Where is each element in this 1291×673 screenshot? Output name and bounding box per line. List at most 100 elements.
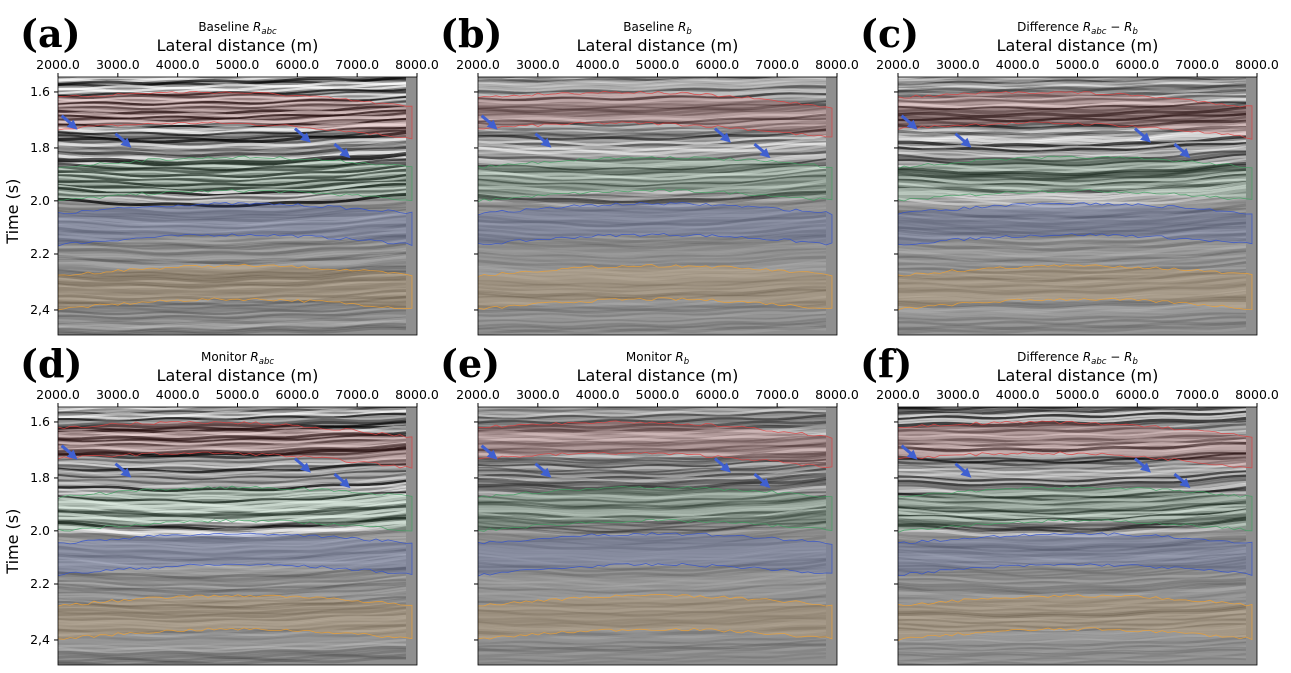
arrow-head (960, 467, 972, 478)
arrow-head (486, 119, 498, 130)
x-tick-label: 3000.0 (96, 57, 140, 72)
horizon-band (58, 421, 413, 469)
y-axis-label: Time (s) (3, 179, 22, 245)
x-tick-label: 7000.0 (335, 57, 379, 72)
horizon-band (58, 90, 413, 140)
image-frame (57, 76, 418, 336)
arrow-head (759, 148, 771, 159)
seismic-image (478, 407, 837, 665)
title-part: − (1106, 350, 1124, 364)
horizon-band (58, 201, 413, 247)
arrow-head (339, 478, 351, 489)
panel-letter: (d) (20, 341, 83, 386)
arrow-head (719, 132, 731, 143)
title-part: Monitor (626, 350, 675, 364)
x-tick-label: 5000.0 (216, 57, 260, 72)
horizon-band (58, 532, 413, 577)
arrow-head (339, 148, 351, 159)
arrow-head (540, 137, 552, 148)
x-tick-label: 7000.0 (1175, 57, 1219, 72)
x-tick-label: 4000.0 (996, 387, 1040, 402)
horizon-band (898, 594, 1253, 642)
y-tick-label: 1.8 (30, 470, 50, 485)
panel-title: Difference Rabc − Rb (1017, 20, 1138, 37)
x-axis-label: Lateral distance (m) (997, 366, 1159, 385)
seismic-image (478, 77, 837, 335)
arrow-head (299, 132, 311, 143)
seismic-image (898, 77, 1257, 335)
panel-title: Baseline Rabc (198, 20, 277, 37)
arrow-head (1139, 132, 1151, 143)
title-part: b (684, 357, 689, 367)
title-part: abc (1091, 357, 1107, 367)
image-frame (477, 76, 838, 336)
title-part: R (675, 350, 683, 364)
title-part: b (1132, 27, 1137, 37)
arrow-head (1179, 148, 1191, 159)
x-tick-label: 6000.0 (695, 387, 739, 402)
x-tick-label: 5000.0 (1056, 387, 1100, 402)
x-tick-label: 7000.0 (755, 57, 799, 72)
arrow-head (66, 119, 78, 130)
x-axis-label: Lateral distance (m) (157, 36, 319, 55)
x-tick-label: 3000.0 (936, 387, 980, 402)
title-part: Difference (1017, 350, 1083, 364)
title-part: R (1124, 350, 1132, 364)
x-tick-label: 7000.0 (755, 387, 799, 402)
title-part: R (1083, 350, 1091, 364)
title-part: R (1083, 20, 1091, 34)
arrow-head (1179, 478, 1191, 489)
horizon-band (478, 201, 833, 246)
title-part: abc (1091, 27, 1107, 37)
title-part: R (250, 350, 258, 364)
image-frame (897, 406, 1258, 666)
arrow-head (719, 462, 731, 473)
x-tick-label: 2000.0 (456, 57, 500, 72)
horizon-band (898, 420, 1253, 469)
horizon-band (898, 202, 1253, 246)
panel-letter: (e) (440, 341, 500, 386)
horizon-band (58, 485, 413, 532)
horizon-band (898, 532, 1253, 576)
x-tick-label: 7000.0 (335, 387, 379, 402)
x-tick-label: 8000.0 (815, 387, 859, 402)
arrow-head (960, 137, 972, 148)
x-tick-label: 5000.0 (636, 387, 680, 402)
title-part: Baseline (198, 20, 253, 34)
arrow-head (906, 119, 918, 130)
image-frame (477, 406, 838, 666)
horizon-band (478, 90, 833, 138)
x-tick-label: 2000.0 (876, 57, 920, 72)
horizon-band (478, 420, 833, 469)
horizon-band (58, 263, 413, 311)
x-axis-label: Lateral distance (m) (577, 366, 739, 385)
title-part: − (1106, 20, 1124, 34)
x-tick-label: 8000.0 (1235, 57, 1279, 72)
horizon-band (478, 594, 833, 640)
horizon-band (58, 594, 413, 640)
panel-letter: (c) (860, 11, 919, 56)
y-tick-label: 2.2 (30, 246, 50, 261)
horizon-band (898, 264, 1253, 311)
horizon-band (898, 155, 1253, 202)
x-tick-label: 3000.0 (516, 387, 560, 402)
title-part: Baseline (623, 20, 678, 34)
image-frame (897, 76, 1258, 336)
x-tick-label: 7000.0 (1175, 387, 1219, 402)
x-tick-label: 8000.0 (395, 57, 439, 72)
y-tick-label: 2,4 (30, 302, 50, 317)
seismic-image (898, 407, 1257, 665)
horizon-band (478, 532, 833, 577)
x-tick-label: 6000.0 (1115, 57, 1159, 72)
horizon-band (478, 156, 833, 203)
x-tick-label: 6000.0 (1115, 387, 1159, 402)
panel-title: Monitor Rb (626, 350, 689, 367)
panel-letter: (b) (440, 11, 503, 56)
x-tick-label: 5000.0 (636, 57, 680, 72)
x-tick-label: 8000.0 (1235, 387, 1279, 402)
